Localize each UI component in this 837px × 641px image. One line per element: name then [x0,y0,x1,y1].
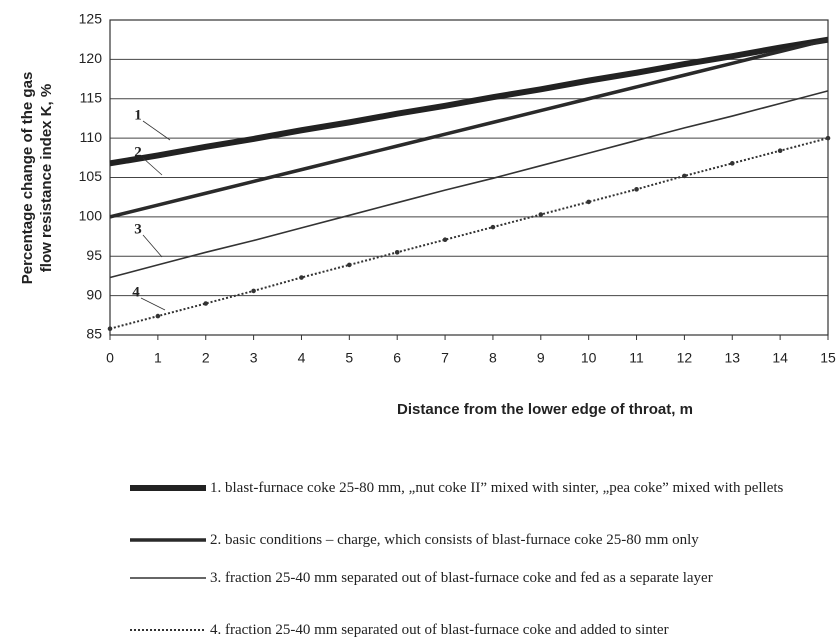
x-tick-label: 15 [820,350,836,366]
x-tick-label: 11 [629,350,644,366]
point [825,135,831,141]
y-tick-label: 100 [79,208,103,224]
point [394,250,400,255]
point [442,237,448,243]
legend-item: 2. basic conditions – charge, which cons… [130,530,820,550]
y-axis-title: Percentage change of the gas [19,72,36,285]
x-tick-label: 3 [250,350,258,366]
point [777,148,783,154]
y-tick-label: 115 [80,89,103,105]
x-tick-label: 10 [581,350,597,366]
point [586,199,591,205]
point [203,301,209,306]
point [634,187,639,192]
legend-swatch [130,538,206,542]
x-tick-label: 6 [393,350,401,366]
leader-line [142,120,171,141]
y-tick-label: 105 [79,168,103,184]
x-tick-label: 9 [537,350,545,366]
legend-label: 1. blast-furnace coke 25-80 mm, „nut cok… [210,480,784,496]
y-tick-label: 95 [86,247,102,263]
point [299,275,304,280]
x-tick-label: 0 [106,350,114,366]
x-tick-label: 14 [772,350,788,366]
point [682,173,687,179]
legend-swatch [130,629,206,631]
y-tick-label: 90 [86,286,102,302]
annotation: 3 [134,221,142,237]
y-tick-label: 85 [86,326,102,342]
point [251,288,256,294]
series-line [109,90,829,279]
point [155,313,161,319]
x-tick-label: 13 [724,350,740,366]
x-axis-title: Distance from the lower edge of throat, … [397,401,693,418]
legend-item: 4. fraction 25-40 mm separated out of bl… [130,620,820,640]
series-line [109,37,829,219]
point [347,262,352,268]
y-tick-label: 125 [79,11,103,27]
point [538,212,544,217]
annotation: 1 [134,107,142,123]
legend-label: 4. fraction 25-40 mm separated out of bl… [210,622,669,638]
leader-line [142,234,163,258]
legend-swatch [130,485,206,491]
series-line [109,137,829,330]
x-tick-label: 2 [202,350,210,366]
x-tick-label: 12 [677,350,693,366]
legend-swatch [130,577,206,579]
x-tick-label: 5 [345,350,353,366]
series-line [109,36,829,167]
point [490,224,496,230]
legend-item: 1. blast-furnace coke 25-80 mm, „nut cok… [130,478,820,498]
legend-label: 3. fraction 25-40 mm separated out of bl… [210,570,713,586]
leader-line [140,297,166,311]
x-tick-label: 4 [298,350,306,366]
legend-item: 3. fraction 25-40 mm separated out of bl… [130,568,820,588]
y-axis-title: flow resistance index K, % [38,84,55,272]
x-tick-label: 7 [441,350,449,366]
x-tick-label: 1 [154,350,162,366]
leader-line [142,157,163,176]
y-tick-label: 120 [79,50,103,66]
point [107,326,113,332]
annotation: 4 [132,284,140,300]
y-tick-label: 110 [80,129,103,145]
plot-frame [109,19,829,336]
annotation: 2 [134,144,142,160]
legend-label: 2. basic conditions – charge, which cons… [210,532,699,548]
point [729,161,735,166]
x-tick-label: 8 [489,350,497,366]
